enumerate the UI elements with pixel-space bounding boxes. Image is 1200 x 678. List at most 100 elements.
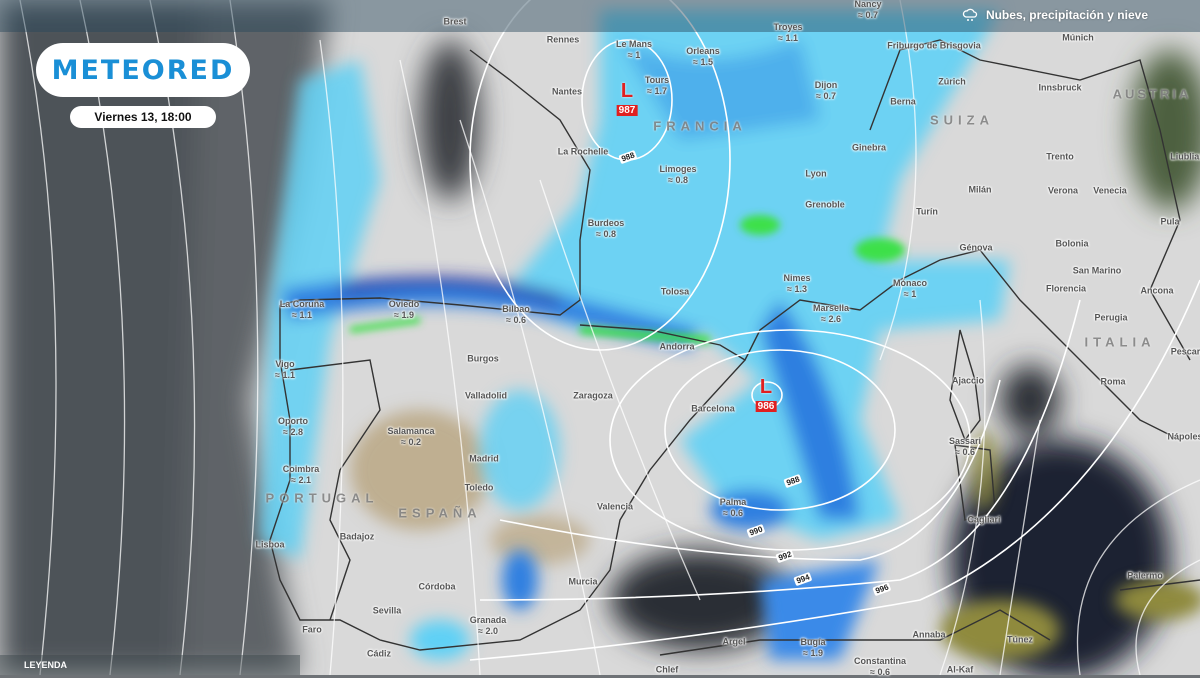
- city-name: Vigo: [275, 359, 295, 369]
- city-name: Oviedo: [388, 299, 420, 309]
- city-label: Bolonia: [1056, 239, 1089, 250]
- precipitation-value: ≈ 1: [616, 50, 652, 61]
- precipitation-amount: 1.1: [785, 33, 798, 43]
- legend-button[interactable]: LEYENDA: [0, 655, 300, 675]
- city-name: Zaragoza: [573, 390, 613, 401]
- city-name: Grenoble: [805, 199, 845, 210]
- rain-icon: ≈: [803, 648, 811, 658]
- city-name: Sevilla: [372, 605, 402, 616]
- city-name: Barcelona: [691, 403, 735, 414]
- city-label: Nantes: [552, 87, 582, 98]
- precipitation-value: ≈ 1.9: [389, 310, 420, 321]
- city-label: Sassari ≈ 0.6: [949, 436, 981, 458]
- city-label: Argel: [722, 637, 745, 648]
- precipitation-value: ≈ 1.9: [800, 648, 825, 659]
- city-name: Córdoba: [418, 581, 456, 592]
- country-label: AUSTRIA: [1112, 86, 1192, 102]
- city-label: Oviedo ≈ 1.9: [389, 299, 420, 321]
- country-label: FRANCIA: [653, 118, 747, 134]
- coastlines-borders: [269, 39, 1200, 656]
- precipitation-amount: 1.3: [794, 284, 807, 294]
- city-name: Berna: [890, 96, 916, 107]
- rain-icon: ≈: [506, 315, 514, 325]
- rain-icon: ≈: [870, 667, 878, 677]
- rain-icon: ≈: [596, 229, 604, 239]
- city-label: Cagliari: [967, 515, 1000, 526]
- city-label: Bugía ≈ 1.9: [800, 637, 825, 659]
- city-label: San Marino: [1073, 266, 1122, 277]
- city-name: Toledo: [464, 482, 494, 493]
- city-label: Roma: [1100, 377, 1125, 388]
- city-label: Orleans ≈ 1.5: [686, 46, 720, 68]
- city-label: Madrid: [469, 454, 499, 465]
- city-label: Marsella ≈ 2.6: [813, 303, 849, 325]
- city-label: Palermo: [1127, 571, 1163, 582]
- precipitation-value: ≈ 1.1: [275, 370, 295, 381]
- precipitation-amount: 0.6: [730, 508, 743, 518]
- precipitation-amount: 0.8: [675, 175, 688, 185]
- city-name: Sassari: [948, 436, 982, 446]
- city-name: Lisboa: [255, 539, 285, 550]
- city-label: Ginebra: [852, 143, 886, 154]
- city-label: Burgos: [467, 354, 499, 365]
- city-name: Palma: [719, 497, 747, 507]
- city-label: Tolosa: [661, 287, 689, 298]
- city-label: Zúrich: [938, 77, 966, 88]
- pressure-value: 987: [616, 105, 638, 116]
- city-label: Andorra: [659, 342, 694, 353]
- rain-icon: ≈: [723, 508, 731, 518]
- precipitation-value: ≈ 0.6: [720, 508, 747, 519]
- city-name: La Coruña: [279, 299, 325, 309]
- city-name: Venecia: [1093, 185, 1127, 196]
- city-label: Trento: [1046, 152, 1074, 163]
- city-name: Pula: [1160, 216, 1180, 227]
- precipitation-value: ≈ 1: [893, 289, 927, 300]
- logo-text: METEORED: [51, 54, 235, 86]
- city-label: Le Mans ≈ 1: [616, 39, 652, 61]
- city-label: Badajoz: [340, 532, 375, 543]
- city-label: Annaba: [912, 630, 945, 641]
- city-label: Milán: [968, 185, 991, 196]
- city-label: Barcelona: [691, 404, 735, 415]
- city-name: Génova: [959, 242, 993, 253]
- city-label: Constantina ≈ 0.6: [854, 656, 906, 678]
- city-label: Murcia: [568, 577, 597, 588]
- city-label: Nápoles: [1167, 432, 1200, 443]
- city-label: Valladolid: [465, 391, 507, 402]
- layer-selector[interactable]: Nubes, precipitación y nieve: [962, 8, 1148, 22]
- city-label: Múnich: [1062, 33, 1094, 44]
- city-name: Al-Kaf: [946, 664, 974, 675]
- city-name: Cagliari: [967, 514, 1001, 525]
- city-label: Turín: [916, 207, 938, 218]
- city-label: Tours ≈ 1.7: [645, 75, 669, 97]
- precipitation-value: ≈ 1.1: [773, 33, 802, 44]
- city-name: Verona: [1047, 185, 1079, 196]
- precipitation-value: ≈ 0.6: [949, 447, 981, 458]
- city-name: Liubliana: [1170, 151, 1200, 162]
- city-name: Múnich: [1062, 32, 1094, 43]
- city-name: Nancy: [854, 0, 882, 9]
- low-symbol: L: [759, 376, 773, 398]
- city-name: Chlef: [655, 664, 679, 675]
- precipitation-amount: 0.6: [877, 667, 890, 677]
- city-label: Burdeos ≈ 0.8: [588, 218, 625, 240]
- city-name: Tolosa: [660, 286, 690, 297]
- city-name: Salamanca: [387, 426, 435, 436]
- precipitation-value: ≈ 1.5: [686, 57, 720, 68]
- city-label: Pescara: [1171, 347, 1200, 358]
- city-name: Mónaco: [892, 278, 928, 288]
- city-name: Milán: [968, 184, 992, 195]
- city-name: Murcia: [568, 576, 598, 587]
- precipitation-amount: 2.6: [828, 314, 841, 324]
- precipitation-amount: 1.7: [654, 86, 667, 96]
- city-name: Burdeos: [587, 218, 625, 228]
- meteored-logo[interactable]: METEORED: [36, 43, 250, 97]
- city-label: Dijon ≈ 0.7: [815, 80, 838, 102]
- precipitation-value: ≈ 0.8: [659, 175, 696, 186]
- city-label: Faro: [302, 625, 322, 636]
- city-name: Marsella: [812, 303, 850, 313]
- city-label: Vigo ≈ 1.1: [275, 359, 295, 381]
- city-name: Ginebra: [851, 142, 887, 153]
